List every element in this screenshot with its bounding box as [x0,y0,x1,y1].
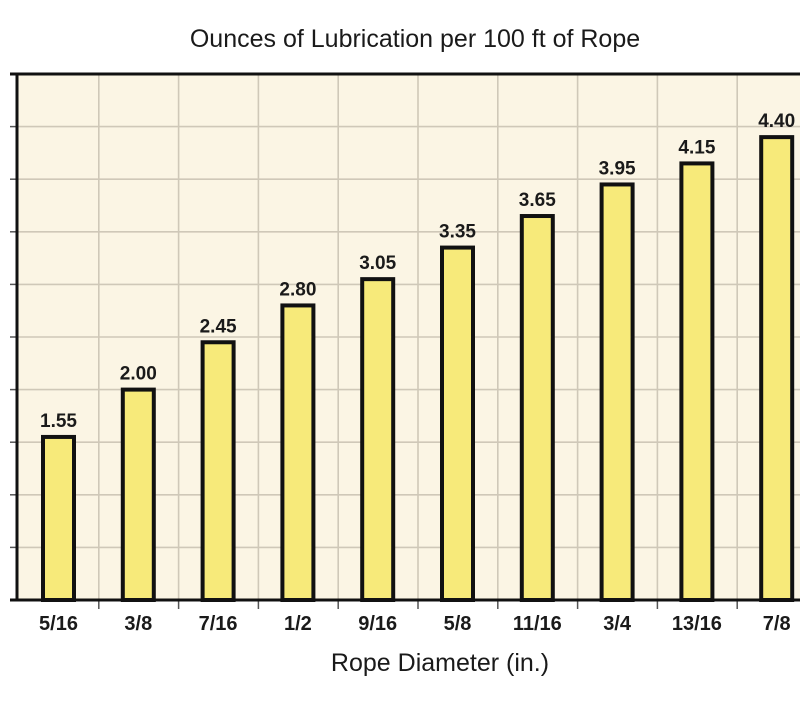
data-label: 1.55 [40,411,77,432]
data-label: 3.05 [359,253,396,274]
chart-title: Ounces of Lubrication per 100 ft of Rope [190,25,640,53]
x-tick-label: 7/8 [763,613,791,635]
x-tick-label: 5/16 [39,613,78,635]
bar [360,277,396,602]
data-label: 4.40 [758,111,795,132]
bar [679,161,715,602]
data-label: 4.15 [678,137,715,158]
plot-area: 1.55 5/16 2.00 3/8 2.45 7/16 2.80 1/2 3.05 9/16 3.… [10,72,800,635]
x-axis-label: Rope Diameter (in.) [331,649,549,677]
x-tick-label: 7/16 [199,613,238,635]
bar [519,214,555,603]
bar [759,135,795,602]
data-label: 2.45 [200,316,237,337]
x-tick-label: 5/8 [444,613,472,635]
x-tick-label: 11/16 [513,613,562,635]
bar [120,387,156,602]
data-label: 3.65 [519,190,556,211]
bar [599,182,635,603]
x-tick-label: 1/2 [284,613,312,635]
x-tick-label: 3/8 [124,613,152,635]
x-tick-label: 9/16 [358,613,397,635]
bar [41,434,76,602]
x-tick-label: 13/16 [672,613,722,635]
bar [200,340,236,602]
data-label: 3.95 [599,158,636,179]
x-tick-label: 3/4 [603,613,632,635]
data-label: 2.00 [120,364,157,385]
data-label: 3.35 [439,222,476,243]
data-label: 2.80 [279,279,316,300]
bar [280,303,316,602]
bar [440,245,475,603]
